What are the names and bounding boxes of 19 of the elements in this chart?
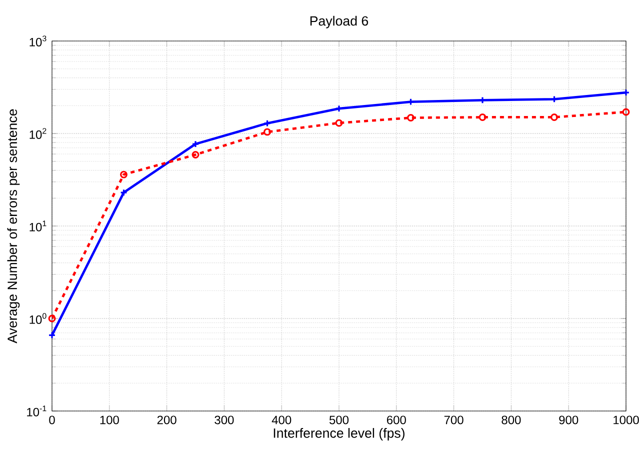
x-tick-label: 400 (272, 416, 292, 424)
x-tick-label: 600 (387, 416, 406, 424)
y-tick-label: 10$^{1}$ (30, 220, 46, 232)
x-tick-label: 500 (329, 416, 349, 424)
y-tick-label: 10$^{3}$ (30, 36, 46, 46)
y-tick-label: 10$^{2}$ (30, 128, 46, 139)
x-axis-title: Interference level (fps) (274, 428, 404, 440)
x-tick-label: 800 (502, 416, 521, 424)
x-tick-label: 700 (444, 416, 464, 424)
x-tick-label: 200 (157, 416, 176, 424)
x-tick-label: 100 (100, 416, 119, 424)
x-tick-label: 1000 (614, 416, 639, 424)
y-axis-title: Average Number of errors per sentence (7, 109, 20, 344)
x-tick-label: 0 (49, 416, 55, 424)
y-tick-label: 10$^{0}$ (30, 313, 46, 324)
chart-title: Payload 6 (310, 16, 368, 28)
x-tick-label: 300 (214, 416, 234, 424)
y-tick-label: 10$^{-1}$ (27, 406, 46, 416)
x-tick-label: 900 (559, 416, 578, 424)
